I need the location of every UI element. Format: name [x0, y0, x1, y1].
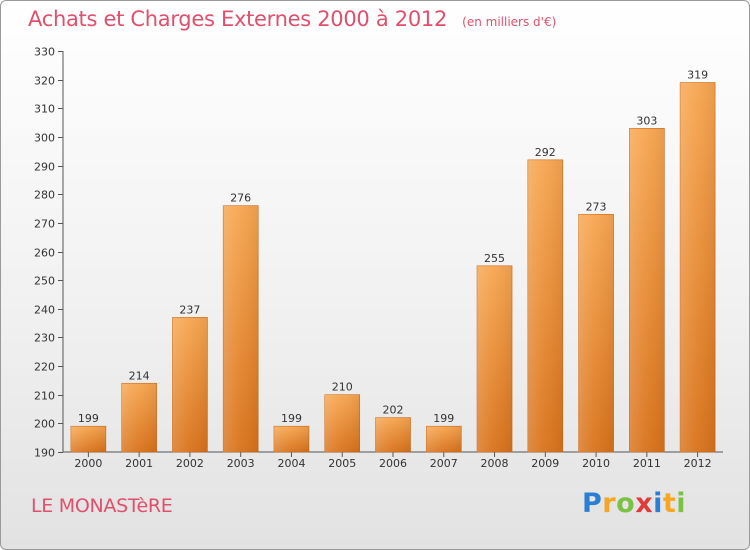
y-tick-label: 240 [34, 304, 55, 317]
value-label: 237 [179, 303, 200, 316]
bar-shine [70, 426, 106, 452]
y-tick-label: 220 [34, 361, 55, 374]
y-tick-label: 260 [34, 247, 55, 260]
y-tick-label: 270 [34, 218, 55, 231]
value-labels: 199 214 237 276 199 210 202 199 255 292 273 303 319 [78, 69, 708, 426]
bar-shine [578, 214, 614, 452]
y-tick-label: 300 [34, 132, 55, 145]
value-label: 319 [687, 69, 708, 82]
value-label: 199 [78, 412, 99, 425]
bar-shine [680, 82, 716, 452]
y-tick-label: 310 [34, 103, 55, 116]
bar-shine [527, 159, 563, 453]
proxiti-logo: Proxiti [582, 488, 686, 519]
bars [70, 82, 716, 453]
x-tick-label: 2007 [430, 457, 458, 470]
value-label: 276 [230, 192, 251, 205]
y-tick-label: 280 [34, 189, 55, 202]
chart-title-row: Achats et Charges Externes 2000 à 2012 (… [28, 7, 556, 31]
axes: 190 200 210 220 230 240 250 260 270 280 290 300 310 3… [34, 46, 723, 470]
value-label: 273 [586, 200, 607, 213]
bar-shine [629, 128, 665, 452]
y-tick-label: 210 [34, 390, 55, 403]
value-label: 214 [129, 369, 150, 382]
x-tick-label: 2000 [74, 457, 102, 470]
bar-shine [121, 383, 157, 452]
y-tick-label: 250 [34, 275, 55, 288]
x-tick-label: 2011 [633, 457, 661, 470]
y-tick-label: 290 [34, 161, 55, 174]
chart-unit: (en milliers d'€) [462, 15, 557, 29]
y-tick-label: 330 [34, 46, 55, 59]
bar-shine [426, 426, 462, 452]
bar-shine [477, 265, 513, 452]
logo-letter: i [653, 488, 663, 519]
x-tick-label: 2010 [582, 457, 610, 470]
value-label: 199 [281, 412, 302, 425]
x-tick-label: 2012 [684, 457, 712, 470]
x-tick-label: 2009 [531, 457, 559, 470]
y-tick-label: 200 [34, 418, 55, 431]
bar-shine [324, 394, 360, 452]
value-label: 292 [535, 146, 556, 159]
logo-letter: x [635, 488, 654, 519]
value-label: 255 [484, 252, 505, 265]
value-label: 202 [383, 404, 404, 417]
x-tick-label: 2004 [277, 457, 305, 470]
value-label: 210 [332, 381, 353, 394]
y-tick-label: 230 [34, 332, 55, 345]
logo-letter: t [662, 488, 677, 519]
commune-name: LE MONASTèRE [31, 495, 173, 517]
logo-letter: o [616, 488, 636, 519]
value-label: 199 [433, 412, 454, 425]
bar-shine [172, 317, 208, 452]
bar-shine [273, 426, 309, 452]
x-tick-label: 2003 [227, 457, 255, 470]
x-tick-label: 2005 [328, 457, 356, 470]
x-tick-label: 2008 [481, 457, 509, 470]
logo-letter: i [676, 488, 687, 519]
x-tick-label: 2006 [379, 457, 407, 470]
bar-shine [375, 417, 411, 452]
x-tick-label: 2001 [125, 457, 153, 470]
logo-letter: P [582, 488, 603, 519]
bar-shine [223, 205, 259, 452]
x-tick-label: 2002 [176, 457, 204, 470]
y-tick-label: 190 [34, 447, 55, 460]
logo-letter: r [602, 488, 617, 519]
chart-title: Achats et Charges Externes 2000 à 2012 [28, 7, 448, 31]
y-tick-label: 320 [34, 75, 55, 88]
value-label: 303 [636, 114, 657, 127]
